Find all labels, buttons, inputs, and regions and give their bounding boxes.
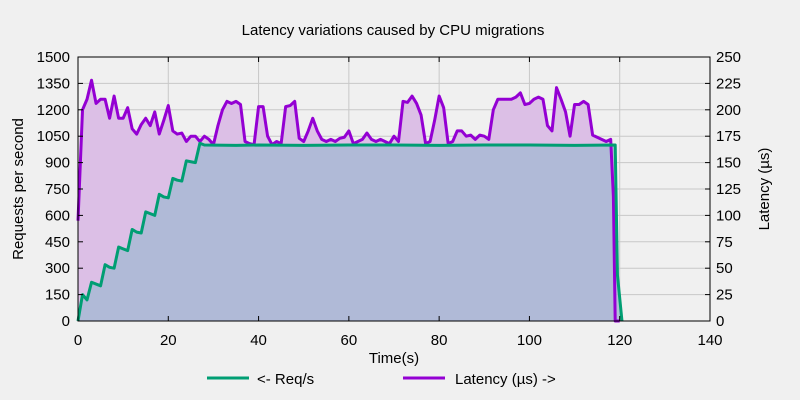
y-axis-right-ticks: 0 25 50 75 100 125 150 175 200 225 250 xyxy=(705,49,741,330)
y-left-tick-label: 1050 xyxy=(37,128,70,145)
legend-item-latency[interactable]: Latency (µs) -> xyxy=(403,371,556,388)
y-right-tick-label: 0 xyxy=(716,313,724,330)
y-left-tick-label: 900 xyxy=(45,155,70,172)
y-axis-right-label: Latency (µs) xyxy=(756,148,773,231)
y-left-tick-label: 1500 xyxy=(37,49,70,66)
y-left-tick-label: 450 xyxy=(45,234,70,251)
x-tick-label: 120 xyxy=(607,332,632,349)
x-axis-ticks: 0 20 40 60 80 100 120 140 xyxy=(74,57,723,349)
x-tick-label: 0 xyxy=(74,332,82,349)
series-lines xyxy=(76,78,624,323)
y-right-tick-label: 100 xyxy=(716,207,741,224)
x-axis-label: Time(s) xyxy=(369,350,419,367)
reqs-area-fill xyxy=(78,143,622,321)
x-tick-label: 60 xyxy=(341,332,358,349)
y-axis-left-label: Requests per second xyxy=(10,118,27,260)
y-left-tick-label: 600 xyxy=(45,207,70,224)
y-axis-left-ticks: 0 150 300 450 600 750 900 1050 1200 1350 1500 xyxy=(37,49,83,330)
y-right-tick-label: 125 xyxy=(716,181,741,198)
x-tick-label: 20 xyxy=(160,332,177,349)
y-left-tick-label: 300 xyxy=(45,260,70,277)
y-right-tick-label: 225 xyxy=(716,75,741,92)
y-right-tick-label: 50 xyxy=(716,260,733,277)
y-left-tick-label: 1350 xyxy=(37,75,70,92)
area-fills xyxy=(78,80,622,321)
y-right-tick-label: 75 xyxy=(716,234,733,251)
legend: <- Req/s Latency (µs) -> xyxy=(207,371,556,388)
x-tick-label: 100 xyxy=(517,332,542,349)
x-tick-label: 40 xyxy=(250,332,267,349)
y-right-tick-label: 25 xyxy=(716,287,733,304)
y-right-tick-label: 200 xyxy=(716,102,741,119)
y-right-tick-label: 150 xyxy=(716,155,741,172)
legend-item-reqs[interactable]: <- Req/s xyxy=(207,371,314,388)
legend-label-reqs: <- Req/s xyxy=(257,371,314,388)
y-right-tick-label: 175 xyxy=(716,128,741,145)
y-left-tick-label: 750 xyxy=(45,181,70,198)
legend-label-latency: Latency (µs) -> xyxy=(455,371,556,388)
y-left-tick-label: 150 xyxy=(45,287,70,304)
chart-title: Latency variations caused by CPU migrati… xyxy=(242,22,545,39)
x-tick-label: 80 xyxy=(431,332,448,349)
latency-series-line xyxy=(76,78,620,323)
reqs-series-line xyxy=(76,141,624,322)
y-left-tick-label: 0 xyxy=(62,313,70,330)
y-left-tick-label: 1200 xyxy=(37,102,70,119)
y-right-tick-label: 250 xyxy=(716,49,741,66)
x-tick-label: 140 xyxy=(697,332,722,349)
